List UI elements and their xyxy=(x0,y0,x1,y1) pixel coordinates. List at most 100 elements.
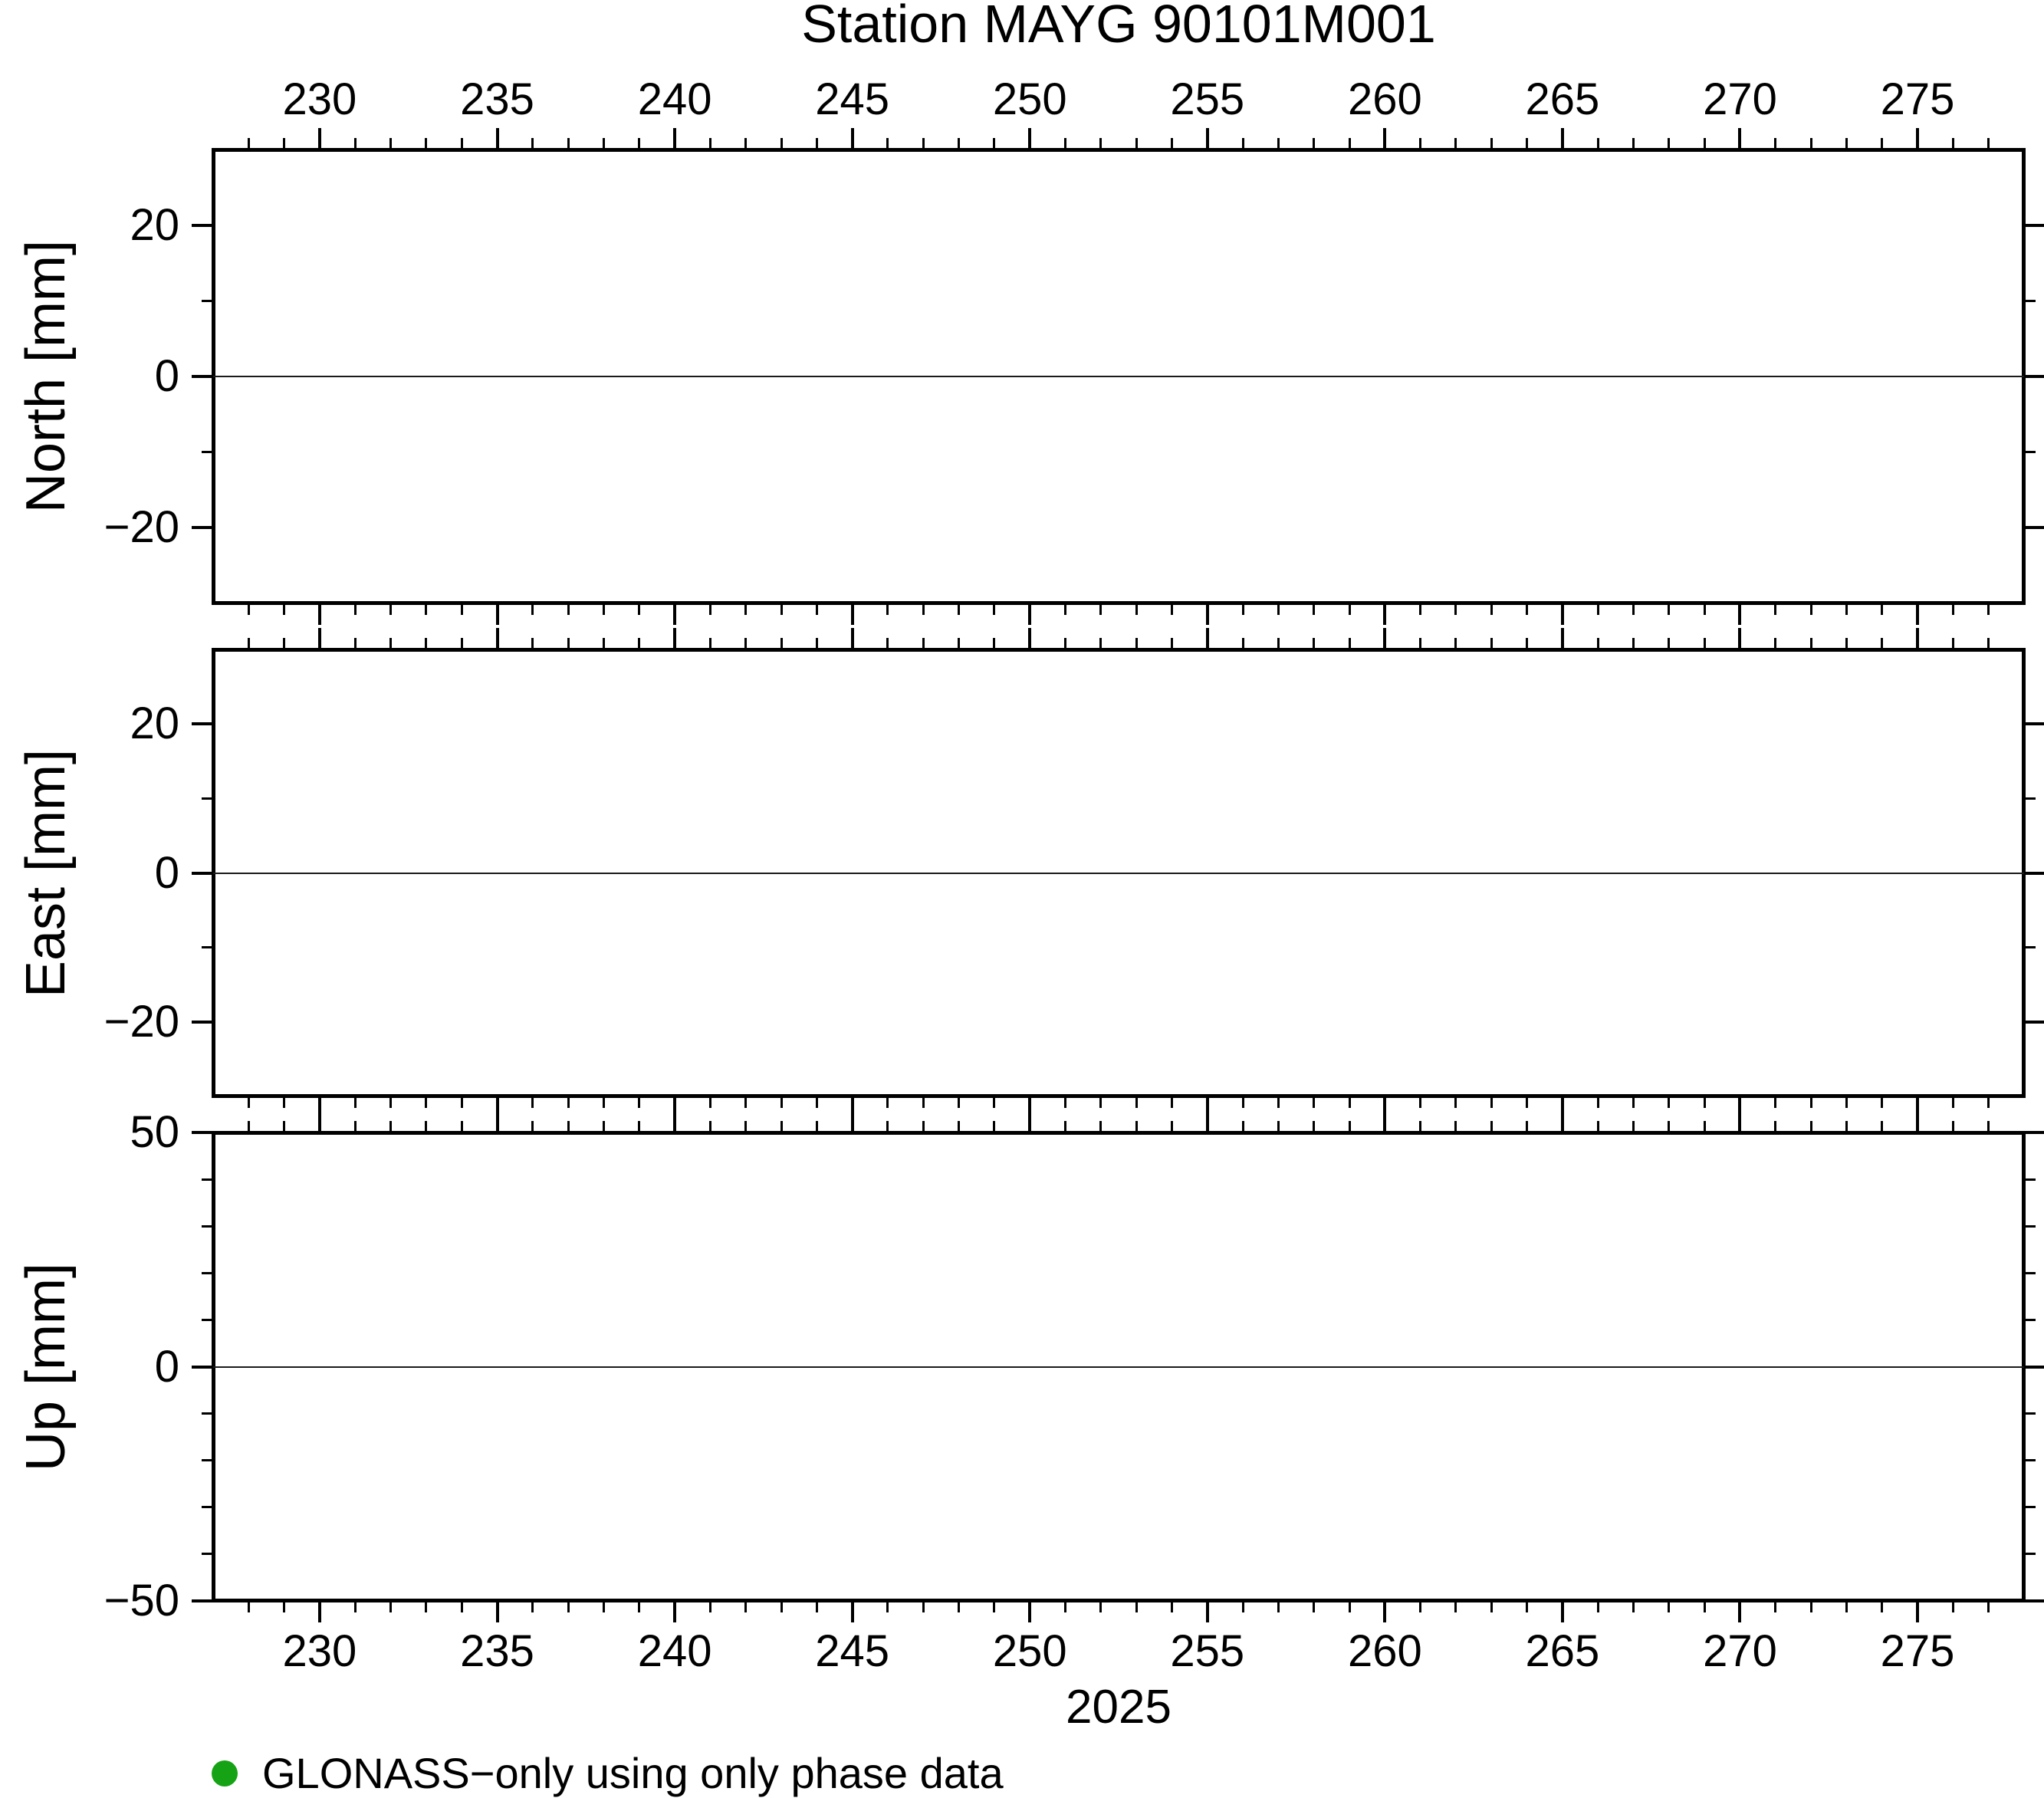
x-tick-major xyxy=(850,128,854,150)
x-tick-minor xyxy=(1881,638,1884,649)
legend: GLONASS−only using only phase data xyxy=(0,1748,2044,1798)
x-tick-minor xyxy=(1526,638,1529,649)
y-tick-minor xyxy=(2024,1178,2036,1181)
x-tick-minor xyxy=(744,1601,748,1612)
x-tick-minor xyxy=(283,1601,286,1612)
y-tick-minor xyxy=(202,946,213,949)
x-tick-minor xyxy=(993,1121,996,1132)
x-tick-minor xyxy=(1135,1601,1138,1612)
x-tick-minor xyxy=(283,1096,286,1108)
x-tick-major xyxy=(1738,1111,1742,1132)
y-tick-minor xyxy=(202,1178,213,1181)
x-tick-minor xyxy=(922,603,925,615)
x-tick-minor xyxy=(1596,603,1599,615)
x-tick-major xyxy=(850,628,854,649)
x-tick-minor xyxy=(247,638,250,649)
x-tick-label-bottom: 250 xyxy=(992,1626,1067,1676)
x-tick-major xyxy=(1028,1601,1032,1622)
x-tick-minor xyxy=(815,1096,818,1108)
x-tick-major xyxy=(317,128,321,150)
x-tick-major xyxy=(1560,1096,1564,1118)
x-tick-minor xyxy=(638,603,641,615)
x-tick-minor xyxy=(1277,138,1280,150)
x-tick-major xyxy=(1205,603,1209,625)
x-tick-minor xyxy=(1596,1096,1599,1108)
x-tick-minor xyxy=(922,1601,925,1612)
x-tick-minor xyxy=(1809,638,1812,649)
y-tick-label: 20 xyxy=(130,698,179,749)
x-tick-label-bottom: 260 xyxy=(1347,1626,1422,1676)
x-tick-major xyxy=(495,603,499,625)
x-tick-minor xyxy=(1951,638,1954,649)
x-tick-minor xyxy=(993,1096,996,1108)
x-tick-major xyxy=(1916,1601,1920,1622)
x-tick-major xyxy=(1028,603,1032,625)
x-tick-minor xyxy=(1632,1121,1635,1132)
y-tick-minor xyxy=(202,1459,213,1462)
x-tick-minor xyxy=(780,603,783,615)
x-tick-minor xyxy=(1881,138,1884,150)
x-tick-major xyxy=(1205,1601,1209,1622)
x-tick-minor xyxy=(1703,138,1706,150)
y-tick-label: −20 xyxy=(104,996,179,1047)
x-tick-major xyxy=(673,628,677,649)
y-tick-major xyxy=(192,1365,213,1369)
x-tick-minor xyxy=(1099,138,1103,150)
y-tick-major xyxy=(2024,526,2044,530)
x-tick-major xyxy=(673,1601,677,1622)
x-tick-minor xyxy=(886,638,889,649)
x-tick-minor xyxy=(1987,638,1990,649)
y-tick-minor xyxy=(202,1224,213,1228)
y-tick-label: 0 xyxy=(154,1341,179,1392)
y-tick-major xyxy=(192,722,213,726)
x-tick-minor xyxy=(1774,1121,1777,1132)
y-tick-minor xyxy=(202,1506,213,1509)
x-tick-minor xyxy=(247,1121,250,1132)
x-tick-minor xyxy=(602,1121,605,1132)
x-tick-major xyxy=(850,1111,854,1132)
x-tick-minor xyxy=(780,638,783,649)
x-tick-major xyxy=(1738,603,1742,625)
x-tick-minor xyxy=(1419,1601,1422,1612)
x-tick-label-bottom: 255 xyxy=(1170,1626,1245,1676)
x-tick-major xyxy=(1738,628,1742,649)
x-tick-label-bottom: 245 xyxy=(815,1626,890,1676)
x-tick-minor xyxy=(1277,1096,1280,1108)
x-tick-minor xyxy=(1241,603,1244,615)
x-tick-label-bottom: 230 xyxy=(282,1626,357,1676)
x-tick-minor xyxy=(1348,138,1351,150)
x-tick-major xyxy=(317,1096,321,1118)
y-tick-minor xyxy=(2024,797,2036,800)
x-tick-major xyxy=(495,1111,499,1132)
x-tick-minor xyxy=(708,1601,711,1612)
x-tick-minor xyxy=(1668,1121,1671,1132)
x-tick-minor xyxy=(425,638,428,649)
y-tick-major xyxy=(192,1131,213,1134)
x-tick-minor xyxy=(1419,1121,1422,1132)
x-tick-minor xyxy=(1241,638,1244,649)
x-tick-major xyxy=(1028,1111,1032,1132)
x-tick-minor xyxy=(1809,1601,1812,1612)
y-tick-major xyxy=(2024,871,2044,875)
x-tick-minor xyxy=(1845,138,1848,150)
y-tick-major xyxy=(192,526,213,530)
x-tick-minor xyxy=(1135,1121,1138,1132)
x-tick-label-top: 240 xyxy=(637,74,712,124)
x-tick-minor xyxy=(708,1121,711,1132)
x-tick-minor xyxy=(1348,1121,1351,1132)
x-tick-minor xyxy=(1348,638,1351,649)
x-tick-minor xyxy=(1809,1121,1812,1132)
x-tick-minor xyxy=(1596,638,1599,649)
x-tick-major xyxy=(1028,628,1032,649)
y-tick-label: 50 xyxy=(130,1107,179,1157)
x-tick-minor xyxy=(1064,1096,1067,1108)
x-tick-minor xyxy=(353,138,357,150)
y-tick-major xyxy=(192,1599,213,1602)
x-tick-minor xyxy=(708,138,711,150)
x-tick-major xyxy=(1028,128,1032,150)
x-tick-minor xyxy=(1987,138,1990,150)
x-tick-major xyxy=(1205,128,1209,150)
x-tick-minor xyxy=(1348,1096,1351,1108)
x-tick-major xyxy=(850,1601,854,1622)
x-tick-label-top: 250 xyxy=(992,74,1067,124)
